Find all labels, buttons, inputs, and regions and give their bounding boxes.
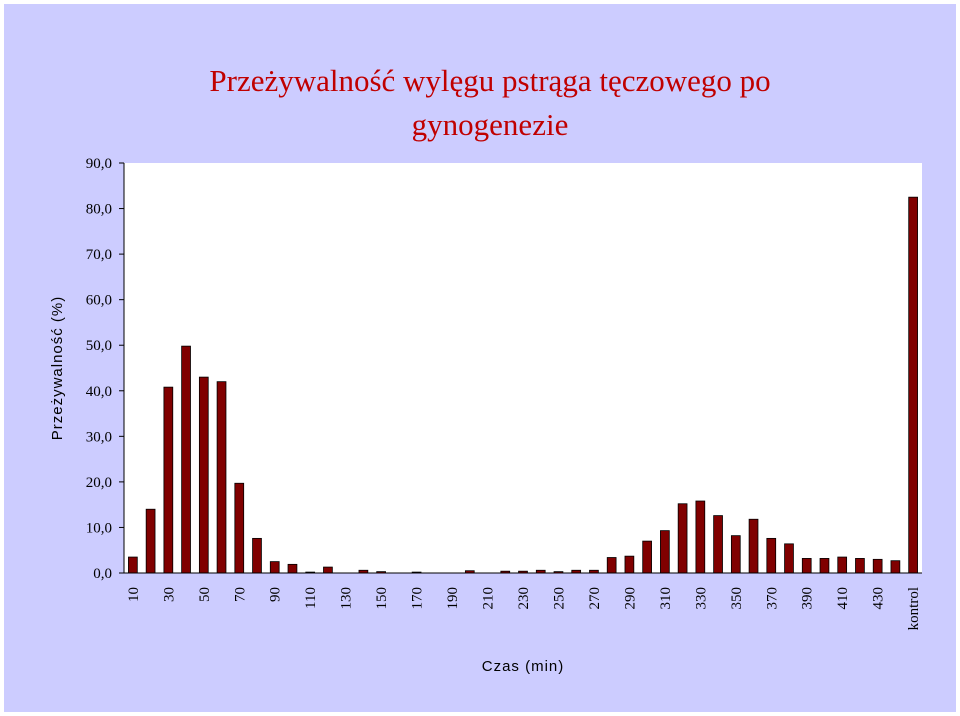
bar-290 bbox=[624, 555, 635, 574]
y-tick-labels: 0,0 10,0 20,0 30,0 40,0 50,0 60,0 70,0 80,0 90,0 bbox=[86, 156, 112, 582]
x-tick-label: 230 bbox=[516, 587, 532, 610]
y-tick-label: 30,0 bbox=[86, 429, 112, 445]
x-tick-label: 90 bbox=[268, 587, 284, 602]
bar-60 bbox=[216, 381, 227, 574]
bar-80 bbox=[252, 537, 262, 574]
x-tick-label: 410 bbox=[835, 587, 851, 610]
y-ticks bbox=[119, 162, 124, 574]
y-axis-label: Przeżywalność (%) bbox=[49, 296, 66, 441]
bar-400 bbox=[819, 558, 830, 574]
bar-440 bbox=[890, 560, 901, 574]
x-tick-label: 390 bbox=[800, 587, 816, 610]
bar-380 bbox=[784, 543, 794, 574]
bar-420 bbox=[855, 558, 865, 574]
x-tick-label: 10 bbox=[126, 587, 142, 602]
x-tick-label: 330 bbox=[693, 587, 709, 610]
bar-390 bbox=[801, 558, 812, 574]
y-tick-label: 80,0 bbox=[86, 202, 112, 218]
y-tick-label: 50,0 bbox=[86, 338, 112, 354]
x-tick-label: 370 bbox=[764, 587, 780, 610]
bar-350 bbox=[730, 535, 741, 574]
bar-410 bbox=[837, 556, 848, 574]
bar-280 bbox=[606, 557, 617, 574]
x-tick-label: 190 bbox=[445, 587, 461, 610]
y-tick-label: 20,0 bbox=[86, 475, 112, 491]
bar-370 bbox=[766, 537, 777, 574]
bar-100 bbox=[287, 563, 298, 574]
y-tick-label: 0,0 bbox=[93, 566, 112, 582]
x-tick-label: 70 bbox=[232, 587, 248, 602]
plot-area bbox=[124, 163, 922, 573]
bar-430 bbox=[872, 558, 883, 574]
x-tick-label: 110 bbox=[303, 587, 319, 609]
bar-330 bbox=[695, 500, 706, 574]
bars bbox=[128, 196, 918, 574]
x-tick-label: 30 bbox=[161, 587, 177, 602]
bar-30 bbox=[163, 386, 174, 574]
bar-360 bbox=[748, 518, 759, 574]
x-tick-labels: 10 30 50 70 90 110 130 150 170 190 210 230 250 270 290… bbox=[126, 587, 922, 630]
x-tick-label: 350 bbox=[729, 587, 745, 610]
y-tick-label: 10,0 bbox=[86, 520, 112, 536]
x-tick-label: 210 bbox=[481, 587, 497, 610]
chart-title-line-2: gynogenezie bbox=[412, 107, 569, 142]
x-tick-label: 270 bbox=[587, 587, 603, 610]
x-tick-label: 150 bbox=[374, 587, 390, 610]
bar-90 bbox=[269, 561, 280, 574]
x-tick-label: 130 bbox=[339, 587, 355, 610]
x-tick-label: 250 bbox=[551, 587, 567, 610]
chart-title-line-1: Przeżywalność wylęgu pstrąga tęczowego p… bbox=[209, 63, 770, 98]
y-tick-label: 90,0 bbox=[86, 156, 112, 172]
bar-70 bbox=[234, 482, 245, 574]
bar-10 bbox=[128, 556, 138, 574]
bar-300 bbox=[642, 540, 652, 574]
bar-50 bbox=[198, 376, 209, 574]
bar-320 bbox=[677, 503, 688, 574]
bar-310 bbox=[660, 530, 670, 574]
x-tick-label: 430 bbox=[871, 587, 887, 610]
x-tick-label: 310 bbox=[658, 587, 674, 610]
bar-20 bbox=[145, 508, 156, 574]
x-tick-label: kontrol bbox=[906, 587, 922, 630]
bar-120 bbox=[323, 566, 333, 574]
y-tick-label: 40,0 bbox=[86, 384, 112, 400]
bar-kontrol bbox=[908, 196, 918, 574]
x-tick-label: 170 bbox=[410, 587, 426, 610]
x-tick-label: 290 bbox=[622, 587, 638, 610]
bar-340 bbox=[713, 515, 723, 574]
x-tick-label: 50 bbox=[197, 587, 213, 602]
y-tick-label: 70,0 bbox=[86, 247, 112, 263]
bar-40 bbox=[181, 345, 191, 574]
x-axis-label: Czas (min) bbox=[482, 658, 565, 675]
y-tick-label: 60,0 bbox=[86, 293, 112, 309]
